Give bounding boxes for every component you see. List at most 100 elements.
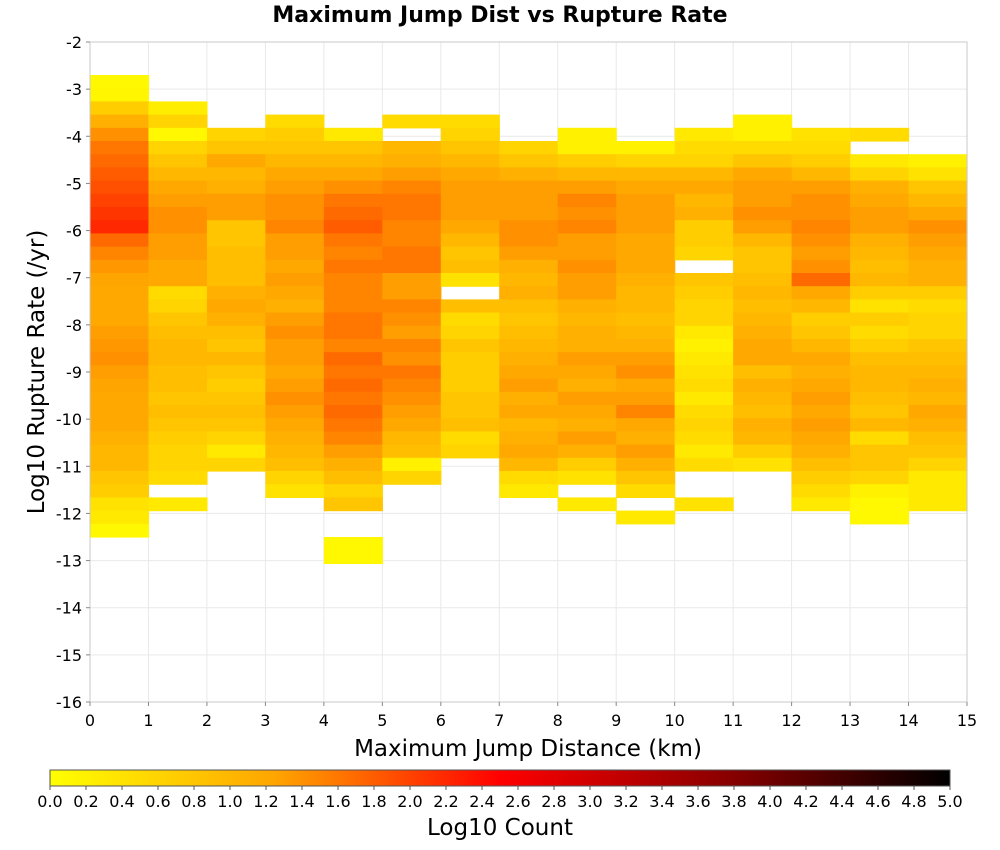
heatmap-cell bbox=[733, 444, 793, 459]
heatmap-cell bbox=[148, 365, 208, 380]
heatmap-cell bbox=[616, 312, 676, 327]
colorbar bbox=[49, 769, 951, 787]
heatmap-cell bbox=[908, 325, 968, 340]
heatmap-cell bbox=[616, 405, 676, 419]
heatmap-cell bbox=[440, 352, 500, 366]
heatmap-cell bbox=[206, 127, 266, 142]
heatmap-cell bbox=[616, 273, 676, 287]
heatmap-cell bbox=[148, 299, 208, 314]
heatmap-cell bbox=[791, 180, 851, 195]
heatmap-cell bbox=[791, 259, 851, 274]
heatmap-cell bbox=[908, 207, 968, 221]
heatmap-cell bbox=[499, 378, 559, 393]
heatmap-cell bbox=[440, 141, 500, 155]
y-axis-label: Log10 Rupture Rate (/yr) bbox=[24, 230, 50, 515]
heatmap-cell bbox=[674, 339, 734, 353]
heatmap-cell bbox=[440, 207, 500, 221]
heatmap-cell bbox=[616, 180, 676, 195]
heatmap-cell bbox=[733, 405, 793, 419]
heatmap-cell bbox=[382, 339, 442, 353]
heatmap-cell bbox=[382, 167, 442, 182]
heatmap-cell bbox=[616, 471, 676, 485]
heatmap-cell bbox=[440, 220, 500, 234]
heatmap-cell bbox=[557, 127, 617, 142]
heatmap-cell bbox=[206, 405, 266, 419]
heatmap-cell bbox=[616, 484, 676, 498]
heatmap-cell bbox=[674, 418, 734, 432]
heatmap-cell bbox=[499, 220, 559, 234]
x-axis-ticks: 0 1 2 3 4 5 6 7 8 9 10 11 12 13 14 15 bbox=[85, 702, 977, 730]
heatmap-cell bbox=[323, 471, 383, 485]
heatmap-cell bbox=[791, 154, 851, 168]
heatmap-cell bbox=[733, 141, 793, 155]
heatmap-cell bbox=[265, 286, 325, 300]
heatmap-cell bbox=[206, 154, 266, 168]
heatmap-cell bbox=[616, 339, 676, 353]
heatmap-cell bbox=[90, 207, 150, 221]
colorbar-tick-label: 2.8 bbox=[541, 792, 566, 811]
colorbar-tick-label: 4.8 bbox=[901, 792, 926, 811]
heatmap-cell bbox=[908, 431, 968, 446]
heatmap-cell bbox=[382, 418, 442, 432]
heatmap-cell bbox=[850, 286, 910, 300]
heatmap-cell bbox=[850, 352, 910, 366]
y-tick-label: -10 bbox=[56, 410, 82, 429]
heatmap-cell bbox=[557, 471, 617, 485]
heatmap-cell bbox=[791, 405, 851, 419]
heatmap-cell bbox=[382, 365, 442, 380]
heatmap-cell bbox=[323, 352, 383, 366]
heatmap-cell bbox=[674, 378, 734, 393]
heatmap-cell bbox=[733, 339, 793, 353]
heatmap-cell bbox=[382, 444, 442, 459]
heatmap-cell bbox=[265, 457, 325, 472]
heatmap-cell bbox=[323, 127, 383, 142]
colorbar-tick-label: 4.2 bbox=[793, 792, 818, 811]
colorbar-tick-label: 0.2 bbox=[73, 792, 98, 811]
x-tick-label: 5 bbox=[377, 711, 387, 730]
heatmap-cell bbox=[850, 444, 910, 459]
heatmap-cell bbox=[674, 457, 734, 472]
heatmap-cell bbox=[440, 378, 500, 393]
colorbar-tick-label: 1.6 bbox=[325, 792, 350, 811]
heatmap-cell bbox=[850, 365, 910, 380]
heatmap-cell bbox=[382, 273, 442, 287]
heatmap-cell bbox=[499, 154, 559, 168]
heatmap-cell bbox=[733, 457, 793, 472]
heatmap-cell bbox=[791, 471, 851, 485]
heatmap-cell bbox=[382, 114, 442, 129]
heatmap-cell bbox=[733, 365, 793, 380]
heatmap-cell bbox=[850, 193, 910, 208]
heatmap-cell bbox=[206, 193, 266, 208]
y-tick-label: -11 bbox=[56, 457, 82, 476]
heatmap-cell bbox=[674, 444, 734, 459]
heatmap-cell bbox=[499, 391, 559, 406]
heatmap-cell bbox=[557, 457, 617, 472]
heatmap-cell bbox=[674, 431, 734, 446]
heatmap-cell bbox=[382, 154, 442, 168]
heatmap-cell bbox=[382, 207, 442, 221]
heatmap-cell bbox=[850, 510, 910, 525]
heatmap-cell bbox=[850, 220, 910, 234]
heatmap-cell bbox=[850, 378, 910, 393]
heatmap-cells bbox=[90, 75, 968, 564]
heatmap-cell bbox=[791, 378, 851, 393]
colorbar-tick-label: 5.0 bbox=[937, 792, 962, 811]
heatmap-cell bbox=[733, 154, 793, 168]
heatmap-cell bbox=[791, 365, 851, 380]
colorbar-tick-label: 1.2 bbox=[253, 792, 278, 811]
heatmap-cell bbox=[674, 167, 734, 182]
heatmap-cell bbox=[148, 114, 208, 129]
heatmap-cell bbox=[499, 339, 559, 353]
heatmap-cell bbox=[440, 114, 500, 129]
heatmap-cell bbox=[850, 259, 910, 274]
heatmap-cell bbox=[850, 154, 910, 168]
colorbar-tick-label: 1.8 bbox=[361, 792, 386, 811]
heatmap-cell bbox=[733, 312, 793, 327]
heatmap-cell bbox=[90, 312, 150, 327]
heatmap-cell bbox=[674, 207, 734, 221]
heatmap-cell bbox=[557, 418, 617, 432]
heatmap-cell bbox=[206, 391, 266, 406]
heatmap-cell bbox=[148, 220, 208, 234]
heatmap-cell bbox=[323, 325, 383, 340]
heatmap-cell bbox=[850, 431, 910, 446]
